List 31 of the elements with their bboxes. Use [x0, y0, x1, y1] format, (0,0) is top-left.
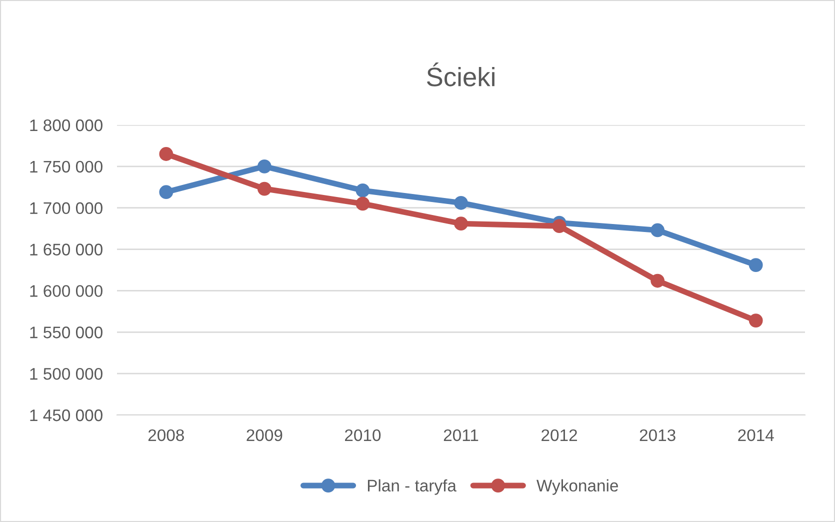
y-tick-label: 1 650 000	[30, 244, 102, 256]
point	[748, 258, 763, 272]
x-tick-label: 2010	[345, 429, 381, 442]
point	[257, 182, 272, 196]
y-tick-label: 1 450 000	[30, 409, 102, 422]
y-tick-label: 1 800 000	[30, 119, 102, 132]
legend-label: Plan - taryfa	[368, 479, 456, 495]
y-tick-label: 1 700 000	[30, 202, 102, 214]
x-tick-label: 2009	[246, 429, 282, 442]
y-tick-label: 1 500 000	[30, 368, 102, 380]
x-tick-label: 2013	[640, 429, 676, 442]
x-tick-label: 2014	[738, 429, 774, 442]
point	[748, 314, 763, 328]
y-tick-label: 1 600 000	[30, 285, 102, 297]
point	[454, 196, 468, 210]
x-tick-label: 2011	[444, 429, 478, 442]
point	[159, 147, 174, 161]
point	[159, 185, 174, 200]
point	[650, 223, 665, 238]
y-tick-label: 1 750 000	[30, 160, 102, 173]
legend-label: Wykonanie	[536, 479, 618, 495]
point	[650, 274, 665, 288]
x-tick-label: 2012	[542, 429, 577, 442]
point	[356, 196, 370, 211]
x-tick-label: 2008	[148, 429, 184, 442]
point	[552, 219, 566, 234]
chart-title: Ścieki	[427, 62, 494, 86]
point	[454, 216, 468, 231]
point	[257, 159, 272, 174]
point	[356, 184, 370, 198]
y-tick-label: 1 550 000	[30, 326, 102, 338]
